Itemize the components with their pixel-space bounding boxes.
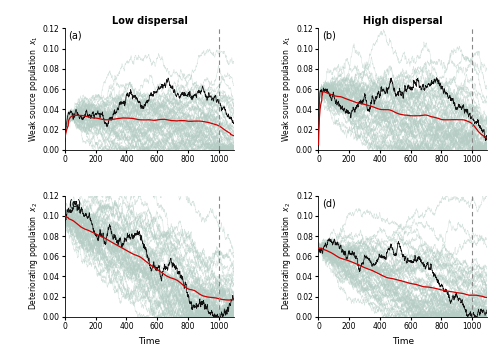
Text: (d): (d) — [322, 198, 336, 208]
Title: Low dispersal: Low dispersal — [112, 16, 188, 26]
Y-axis label: Deteriorating population  $x_2$: Deteriorating population $x_2$ — [280, 202, 293, 310]
Text: (b): (b) — [322, 31, 336, 41]
Title: High dispersal: High dispersal — [363, 16, 443, 26]
Text: (c): (c) — [68, 198, 82, 208]
Text: (a): (a) — [68, 31, 82, 41]
Y-axis label: Deteriorating population  $x_2$: Deteriorating population $x_2$ — [26, 202, 40, 310]
Y-axis label: Weak source population  $x_1$: Weak source population $x_1$ — [26, 36, 40, 142]
Y-axis label: Weak source population  $x_1$: Weak source population $x_1$ — [280, 36, 293, 142]
X-axis label: Time: Time — [138, 337, 160, 346]
X-axis label: Time: Time — [392, 337, 414, 346]
